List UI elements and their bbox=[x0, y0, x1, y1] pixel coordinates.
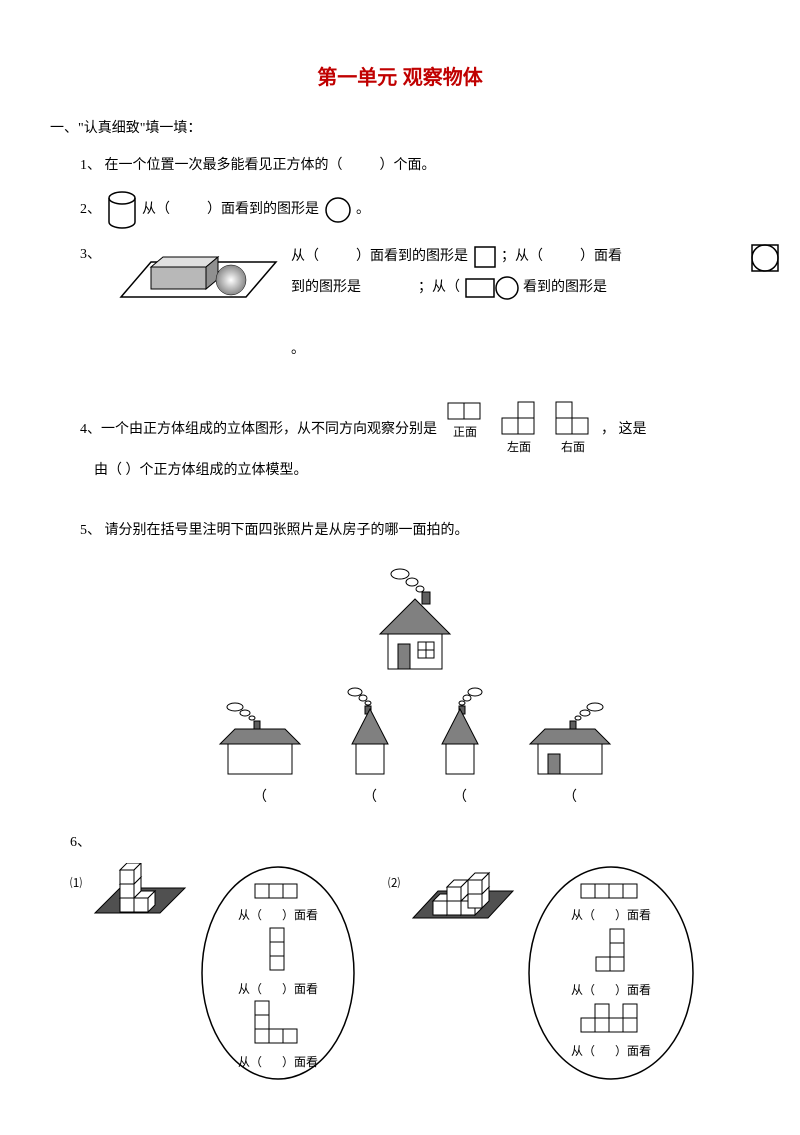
q4-text-c: 由（ ）个正方体组成的立体模型。 bbox=[94, 458, 750, 483]
q3-text-d: ）面看 bbox=[580, 249, 622, 264]
q4-left-view: 左面 bbox=[501, 401, 537, 459]
q2-text-a: 从（ bbox=[142, 203, 170, 218]
house-view-4: （ bbox=[520, 699, 620, 810]
q1-num: 1、 bbox=[80, 158, 101, 173]
question-6: 6、 ⑴ bbox=[70, 830, 750, 1083]
house-main-icon bbox=[360, 611, 470, 626]
q6-from-1a: 从（ bbox=[238, 908, 262, 922]
q6-1-view-a: 从（ ）面看 bbox=[238, 883, 318, 927]
rect-circle-icon bbox=[464, 275, 520, 301]
q6-see-1b: ）面看 bbox=[282, 982, 318, 996]
q5-label-1: （ bbox=[210, 785, 310, 810]
q4-front-view: 正面 bbox=[447, 401, 483, 459]
house-view-1: （ bbox=[210, 699, 310, 810]
section-heading: 一、"认真细致"填一填： bbox=[50, 116, 750, 141]
q6-from-2a: 从（ bbox=[571, 908, 595, 922]
q5-label-4: （ bbox=[520, 785, 620, 810]
q6-p2-num: ⑵ bbox=[388, 873, 400, 895]
q6-p1-num: ⑴ bbox=[70, 873, 82, 895]
question-2: 2、 从（ ）面看到的图形是 。 bbox=[80, 190, 750, 230]
q6-see-1a: ）面看 bbox=[282, 908, 318, 922]
cylinder-icon bbox=[105, 190, 139, 230]
q5-text: 请分别在括号里注明下面四张照片是从房子的哪一面拍的。 bbox=[105, 523, 469, 538]
cubes-1-icon bbox=[90, 863, 190, 935]
q3-text-a: 从（ bbox=[291, 249, 319, 264]
q6-from-2c: 从（ bbox=[571, 1044, 595, 1058]
q5-num: 5、 bbox=[80, 523, 101, 538]
q6-2-view-a: 从（ ）面看 bbox=[571, 883, 651, 927]
q6-2-view-b: 从（ ）面看 bbox=[571, 928, 651, 1002]
circle-in-square-icon bbox=[750, 243, 780, 273]
q6-from-1b: 从（ bbox=[238, 982, 262, 996]
q6-1-view-c: 从（ ）面看 bbox=[238, 1000, 318, 1074]
q1-text-a: 在一个位置一次最多能看见正方体的（ bbox=[105, 158, 343, 173]
q3-num: 3、 bbox=[80, 242, 101, 267]
q3-text-c: ；从（ bbox=[501, 249, 543, 264]
q5-label-3: （ bbox=[430, 785, 490, 810]
house-view-3: （ bbox=[430, 684, 490, 810]
q3-text-h: 。 bbox=[291, 342, 305, 357]
q2-text-c: 。 bbox=[356, 203, 370, 218]
q3-text-f: ；从（ bbox=[418, 280, 460, 295]
q6-see-2c: ）面看 bbox=[615, 1044, 651, 1058]
question-1: 1、 在一个位置一次最多能看见正方体的（ ）个面。 bbox=[80, 153, 750, 178]
box-sphere-icon bbox=[111, 242, 281, 322]
house-view-2: （ bbox=[340, 684, 400, 810]
q5-label-2: （ bbox=[340, 785, 400, 810]
q6-from-2b: 从（ bbox=[571, 983, 595, 997]
q4-text-b: ， 这是 bbox=[601, 417, 647, 442]
q4-front-label: 正面 bbox=[447, 422, 483, 444]
q3-text-b: ）面看到的图形是 bbox=[356, 249, 468, 264]
square-icon bbox=[472, 244, 498, 270]
q3-text-g: 看到的图形是 bbox=[523, 280, 607, 295]
q6-2-view-c: 从（ ）面看 bbox=[571, 1003, 651, 1063]
cubes-2-icon bbox=[408, 863, 518, 935]
q4-left-label: 左面 bbox=[501, 437, 537, 459]
q6-see-2b: ）面看 bbox=[615, 983, 651, 997]
question-4: 4、 一个由正方体组成的立体图形，从不同方向观察分别是 正面 左面 右面 ， 这… bbox=[80, 401, 750, 484]
q2-num: 2、 bbox=[80, 203, 101, 218]
q6-1-view-b: 从（ ）面看 bbox=[238, 927, 318, 1001]
q3-text-e: 到的图形是 bbox=[291, 280, 361, 295]
q2-text-b: ）面看到的图形是 bbox=[207, 203, 319, 218]
page-title: 第一单元 观察物体 bbox=[50, 60, 750, 96]
q4-num: 4、 bbox=[80, 417, 101, 442]
q6-see-1c: ）面看 bbox=[282, 1055, 318, 1069]
q6-from-1c: 从（ bbox=[238, 1055, 262, 1069]
q1-text-b: ）个面。 bbox=[380, 158, 436, 173]
question-3: 3、 从（ ）面看到的图形是 ；从（ ）面看 bbox=[80, 242, 750, 365]
q6-num: 6、 bbox=[70, 835, 91, 850]
question-5: 5、 请分别在括号里注明下面四张照片是从房子的哪一面拍的。 bbox=[80, 518, 750, 809]
q6-see-2a: ）面看 bbox=[615, 908, 651, 922]
q4-right-label: 右面 bbox=[555, 437, 591, 459]
q4-right-view: 右面 bbox=[555, 401, 591, 459]
circle-icon bbox=[323, 195, 353, 225]
q4-text-a: 一个由正方体组成的立体图形，从不同方向观察分别是 bbox=[101, 417, 437, 442]
